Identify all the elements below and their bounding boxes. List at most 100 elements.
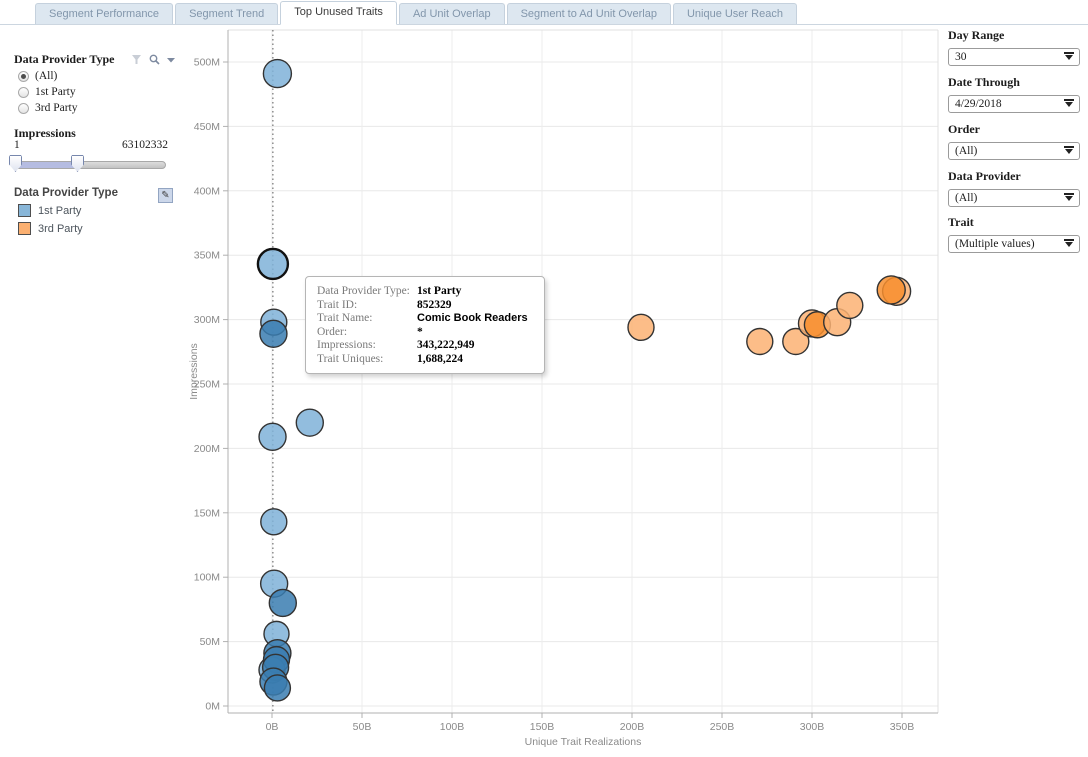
tab-top-unused-traits[interactable]: Top Unused Traits: [280, 1, 397, 25]
left-filter-panel: Data Provider Type (All) 1st Party 3rd P…: [0, 25, 186, 752]
bubble-mark[interactable]: [746, 327, 774, 356]
legend-item-label: 3rd Party: [38, 222, 83, 235]
filter-trait: Trait (Multiple values): [948, 215, 1080, 253]
y-tick-label: 400M: [194, 185, 220, 197]
legend-item-3rd-party[interactable]: 3rd Party: [18, 222, 83, 235]
y-tick-label: 100M: [194, 572, 220, 584]
x-tick-label: 50B: [353, 721, 372, 733]
trait-dropdown[interactable]: (Multiple values): [948, 235, 1080, 253]
legend-item-1st-party[interactable]: 1st Party: [18, 204, 81, 217]
dropdown-caret-icon: [1064, 51, 1074, 60]
tooltip-value: 1,688,224: [417, 352, 463, 365]
impressions-slider-track[interactable]: [14, 161, 166, 169]
impressions-slider-handle-min[interactable]: [9, 155, 22, 172]
tab-segment-performance[interactable]: Segment Performance: [35, 3, 174, 24]
tab-unique-user-reach[interactable]: Unique User Reach: [672, 3, 797, 24]
bubble-mark-selected[interactable]: [256, 247, 290, 281]
radio-label: (All): [35, 70, 58, 82]
tooltip-label: Impressions:: [317, 339, 376, 351]
y-tick-label: 500M: [194, 57, 220, 69]
radio-button-checked[interactable]: [18, 70, 29, 82]
x-axis-title: Unique Trait Realizations: [525, 736, 642, 748]
chevron-down-icon[interactable]: [167, 57, 176, 63]
tooltip-trait-name: Comic Book Readers: [417, 312, 528, 324]
radio-label: 3rd Party: [35, 102, 78, 114]
y-tick-label: 250M: [194, 379, 220, 391]
tooltip-label: Order:: [317, 325, 348, 338]
bubble-mark[interactable]: [268, 588, 298, 618]
filter-date-through: Date Through 4/29/2018: [948, 75, 1080, 113]
impressions-filter-title: Impressions: [14, 126, 76, 140]
tooltip-label: Trait Uniques:: [317, 352, 384, 365]
date-through-dropdown[interactable]: 4/29/2018: [948, 95, 1080, 113]
legend-item-label: 1st Party: [38, 204, 82, 217]
bubble-mark[interactable]: [260, 508, 288, 536]
order-dropdown[interactable]: (All): [948, 142, 1080, 160]
y-tick-label: 200M: [194, 443, 220, 455]
tab-ad-unit-overlap[interactable]: Ad Unit Overlap: [398, 3, 505, 24]
y-tick-label: 0M: [205, 701, 220, 713]
bubble-mark[interactable]: [263, 674, 292, 702]
impressions-max-value: 63102332: [122, 139, 168, 151]
bubble-mark[interactable]: [259, 319, 288, 348]
tooltip-value: 852329: [417, 298, 452, 311]
data-provider-dropdown[interactable]: (All): [948, 189, 1080, 207]
radio-button[interactable]: [18, 86, 29, 98]
radio-button[interactable]: [18, 102, 29, 114]
tooltip-label: Data Provider Type:: [317, 285, 410, 297]
legend-edit-icon[interactable]: ✎: [158, 188, 173, 203]
tab-segment-to-ad-unit-overlap[interactable]: Segment to Ad Unit Overlap: [506, 3, 671, 24]
dropdown-value: (Multiple values): [955, 238, 1035, 250]
day-range-dropdown[interactable]: 30: [948, 48, 1080, 66]
legend-title: Data Provider Type: [14, 187, 118, 199]
dropdown-value: (All): [955, 145, 978, 157]
tooltip-label: Trait Name:: [317, 312, 373, 324]
impressions-min-value: 1: [14, 139, 20, 151]
tooltip-value: *: [417, 325, 423, 338]
search-icon[interactable]: [149, 54, 160, 65]
tooltip-value: 343,222,949: [417, 339, 475, 351]
y-axis-title: Impressions: [188, 343, 200, 400]
x-tick-label: 350B: [890, 721, 915, 733]
bubble-mark[interactable]: [836, 291, 864, 320]
tab-bar: Segment Performance Segment Trend Top Un…: [0, 0, 1088, 25]
y-tick-label: 150M: [194, 507, 220, 519]
radio-all[interactable]: (All): [18, 70, 57, 82]
legend-color-swatch: [18, 204, 31, 217]
x-tick-label: 250B: [710, 721, 735, 733]
scatter-chart: 0M 50M 100M 150M 200M 250M 300M 350M 400M 450M 500…: [186, 23, 940, 752]
legend-color-swatch: [18, 222, 31, 235]
dropdown-caret-icon: [1064, 145, 1074, 154]
filter-label: Data Provider: [948, 169, 1021, 183]
y-tick-label: 350M: [194, 250, 220, 262]
x-tick-label: 300B: [800, 721, 825, 733]
filter-data-provider: Data Provider (All): [948, 169, 1080, 207]
impressions-slider-handle-max[interactable]: [71, 155, 84, 172]
scatter-plot-canvas[interactable]: 0M 50M 100M 150M 200M 250M 300M 350M 400M 450M 500…: [186, 23, 940, 752]
tooltip-value: 1st Party: [417, 285, 462, 297]
filter-funnel-icon[interactable]: [132, 54, 142, 65]
y-tick-label: 300M: [194, 314, 220, 326]
filter-label: Day Range: [948, 28, 1005, 42]
x-tick-label: 200B: [620, 721, 645, 733]
filter-day-range: Day Range 30: [948, 28, 1080, 66]
bubble-mark[interactable]: [295, 408, 325, 437]
impressions-slider-fill: [18, 162, 79, 168]
x-tick-label: 150B: [530, 721, 555, 733]
radio-3rd-party[interactable]: 3rd Party: [18, 102, 77, 114]
bubble-mark[interactable]: [876, 275, 906, 305]
tooltip-label: Trait ID:: [317, 298, 358, 311]
bubble-mark[interactable]: [627, 313, 655, 342]
filter-label: Trait: [948, 215, 974, 229]
tab-segment-trend[interactable]: Segment Trend: [175, 3, 279, 24]
filter-label: Date Through: [948, 75, 1020, 89]
bubble-mark[interactable]: [262, 58, 293, 89]
x-tick-label: 100B: [440, 721, 465, 733]
radio-1st-party[interactable]: 1st Party: [18, 86, 76, 98]
bubble-mark[interactable]: [782, 327, 810, 356]
dropdown-caret-icon: [1064, 98, 1074, 107]
bubble-mark[interactable]: [258, 422, 287, 452]
dropdown-value: 30: [955, 51, 967, 63]
dropdown-caret-icon: [1064, 192, 1074, 201]
dropdown-value: (All): [955, 192, 978, 204]
